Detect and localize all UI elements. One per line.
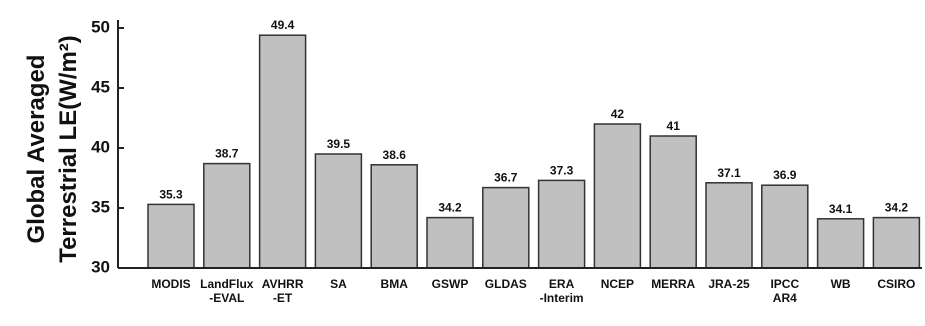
x-tick-label: GSWP [432,277,469,291]
x-tick-label: CSIRO [877,277,915,291]
y-label-line: Terrestrial LE(W/m²) [55,35,82,263]
x-tick-label: IPCC AR4 [770,277,799,305]
bar [593,123,642,269]
x-tick-label: JRA-25 [708,277,750,291]
value-label: 34.2 [438,201,462,215]
y-tick-label: 30 [91,257,110,276]
value-label: 41 [667,119,681,133]
value-label: 35.3 [159,187,183,201]
bar [705,182,753,269]
x-tick-label: AVHRR -ET [262,277,304,305]
bar [370,164,418,269]
x-tick-label: WB [831,277,851,291]
bar [537,179,586,269]
value-label: 49.4 [271,18,295,32]
y-tick-label: 35 [91,197,110,216]
bar [649,135,697,269]
value-label: 39.5 [327,137,351,151]
bar [147,203,195,269]
bar [761,184,809,269]
value-label: 34.1 [829,202,853,216]
y-tick-label: 50 [91,17,110,36]
bar [314,153,363,269]
value-label: 38.6 [383,148,407,162]
value-label: 37.3 [550,163,574,177]
x-tick-label: SA [330,277,347,291]
x-tick-label: NCEP [601,277,634,291]
value-label: 42 [611,107,625,121]
value-label: 38.7 [215,147,239,161]
value-label: 34.2 [885,201,909,215]
y-label-line: Global Averaged [23,55,50,244]
x-tick-label: BMA [381,277,409,291]
y-axis-label: Global Averaged Terrestrial LE(W/m²) [23,35,82,263]
x-tick-label: ERA -Interim [540,277,584,305]
x-tick-label: MERRA [651,277,695,291]
bar [872,216,921,269]
y-tick-label: 40 [91,137,110,156]
bar [426,216,474,269]
x-tick-label: GLDAS [485,277,527,291]
y-tick-label: 45 [91,77,110,96]
value-label: 36.7 [494,171,518,185]
x-tick-label: MODIS [151,277,190,291]
bar [203,162,251,269]
bar [258,34,307,269]
value-label: 37.1 [717,166,741,180]
x-tick-label: LandFlux -EVAL [200,277,254,305]
bar [816,218,865,269]
value-label: 36.9 [773,168,797,182]
bar [482,186,530,269]
